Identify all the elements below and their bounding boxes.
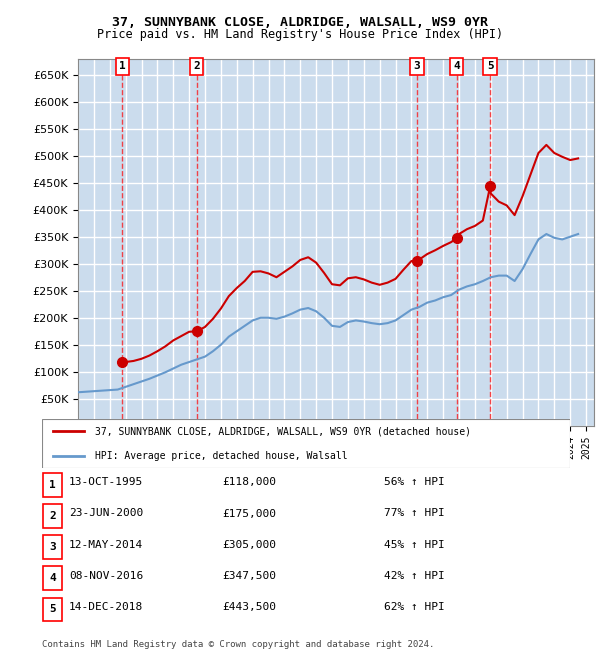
Text: £305,000: £305,000 [222, 540, 276, 550]
FancyBboxPatch shape [43, 535, 62, 559]
FancyBboxPatch shape [42, 419, 570, 468]
Text: HPI: Average price, detached house, Walsall: HPI: Average price, detached house, Wals… [95, 451, 347, 461]
Text: 1: 1 [49, 480, 56, 489]
Text: 77% ↑ HPI: 77% ↑ HPI [384, 508, 445, 519]
FancyBboxPatch shape [43, 597, 62, 621]
Text: 23-JUN-2000: 23-JUN-2000 [69, 508, 143, 519]
Text: 3: 3 [414, 61, 421, 72]
FancyBboxPatch shape [43, 504, 62, 528]
Text: 37, SUNNYBANK CLOSE, ALDRIDGE, WALSALL, WS9 0YR: 37, SUNNYBANK CLOSE, ALDRIDGE, WALSALL, … [112, 16, 488, 29]
Text: 5: 5 [487, 61, 494, 72]
Text: 12-MAY-2014: 12-MAY-2014 [69, 540, 143, 550]
Text: 45% ↑ HPI: 45% ↑ HPI [384, 540, 445, 550]
Text: 14-DEC-2018: 14-DEC-2018 [69, 602, 143, 612]
Text: 56% ↑ HPI: 56% ↑ HPI [384, 477, 445, 488]
Text: 42% ↑ HPI: 42% ↑ HPI [384, 571, 445, 581]
Text: Contains HM Land Registry data © Crown copyright and database right 2024.
This d: Contains HM Land Registry data © Crown c… [42, 640, 434, 650]
Text: 13-OCT-1995: 13-OCT-1995 [69, 477, 143, 488]
FancyBboxPatch shape [43, 566, 62, 590]
Text: 2: 2 [193, 61, 200, 72]
Text: 1: 1 [119, 61, 125, 72]
Text: 3: 3 [49, 542, 56, 552]
Text: 4: 4 [49, 573, 56, 583]
Text: 2: 2 [49, 511, 56, 521]
Text: 5: 5 [49, 604, 56, 614]
FancyBboxPatch shape [43, 473, 62, 497]
Text: 4: 4 [453, 61, 460, 72]
Text: £347,500: £347,500 [222, 571, 276, 581]
Text: 08-NOV-2016: 08-NOV-2016 [69, 571, 143, 581]
Text: 37, SUNNYBANK CLOSE, ALDRIDGE, WALSALL, WS9 0YR (detached house): 37, SUNNYBANK CLOSE, ALDRIDGE, WALSALL, … [95, 426, 471, 436]
Text: £118,000: £118,000 [222, 477, 276, 488]
Text: £175,000: £175,000 [222, 508, 276, 519]
Text: Price paid vs. HM Land Registry's House Price Index (HPI): Price paid vs. HM Land Registry's House … [97, 28, 503, 41]
Text: £443,500: £443,500 [222, 602, 276, 612]
Text: 62% ↑ HPI: 62% ↑ HPI [384, 602, 445, 612]
